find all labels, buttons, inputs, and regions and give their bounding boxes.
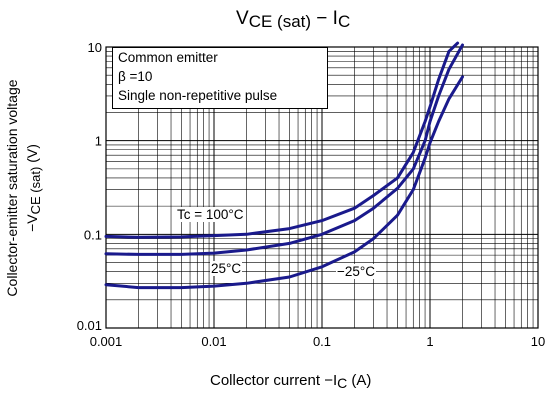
series-line-0 xyxy=(104,41,460,239)
series-label-100c: Tc = 100°C xyxy=(176,207,245,222)
x-tick-label: 0.1 xyxy=(313,334,331,349)
series-group xyxy=(104,41,464,290)
x-tick-label: 1 xyxy=(426,334,433,349)
x-axis-label: Collector current −IC (A) xyxy=(210,372,372,391)
y-tick-label: 10 xyxy=(88,40,102,55)
y-tick-label: 0.1 xyxy=(84,227,102,242)
x-tick-labels: 0.001 0.01 0.1 1 10 xyxy=(90,334,546,349)
x-tick-label: 0.001 xyxy=(90,334,123,349)
y-tick-labels: 0.01 0.1 1 10 xyxy=(77,40,102,333)
note-common-emitter: Common emitter xyxy=(118,50,218,65)
series-label-minus25c: −25°C xyxy=(336,264,377,279)
x-tick-label: 0.01 xyxy=(201,334,226,349)
series-line-1 xyxy=(104,43,464,256)
conditions-box xyxy=(112,47,328,109)
series-line-2 xyxy=(104,75,464,290)
y-axis-label-line2: −VCE (sat) (V) xyxy=(24,144,43,232)
y-axis-label-line1: Collector-emitter saturation voltage xyxy=(4,79,20,297)
series-label-25c: 25°C xyxy=(210,261,243,276)
note-beta: β =10 xyxy=(118,69,153,84)
y-tick-label: 0.01 xyxy=(77,318,102,333)
x-tick-label: 10 xyxy=(531,334,545,349)
chart-title: VCE (sat) − IC xyxy=(236,8,351,31)
y-axis-label: Collector-emitter saturation voltage −VCE… xyxy=(4,38,43,338)
y-tick-label: 1 xyxy=(95,134,102,149)
note-pulse: Single non-repetitive pulse xyxy=(118,88,278,103)
